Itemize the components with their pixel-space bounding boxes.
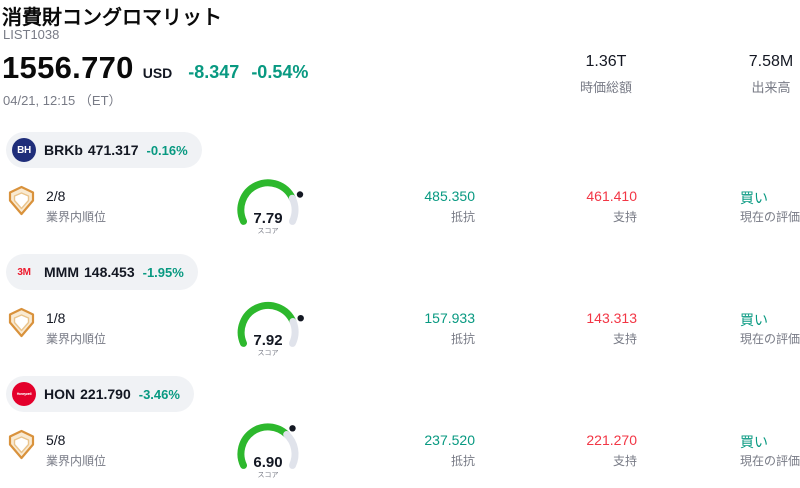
volume-value: 7.58M — [748, 53, 794, 70]
support-value: 143.313 — [586, 310, 637, 326]
rating-label: 現在の評価 — [740, 454, 800, 468]
score-gauge: 7.79 スコア — [222, 176, 314, 243]
industry-rank-label: 業界内順位 — [46, 210, 107, 224]
resistance-value: 157.933 — [424, 310, 475, 326]
stock-row-content: 2/8 業界内順位 7.79 スコア 485.350 抵抗 461.410 支持 … — [0, 176, 800, 244]
resistance-label: 抵抗 — [450, 332, 475, 346]
stock-logo: Honeywell — [12, 382, 36, 406]
stock-row-content: 5/8 業界内順位 6.90 スコア 237.520 抵抗 221.270 支持 … — [0, 420, 800, 488]
ticker-pill[interactable]: 3M MMM 148.453 -1.95% — [6, 254, 198, 290]
current-price: 1556.770 — [2, 50, 134, 85]
industry-rank-value: 5/8 — [46, 432, 66, 448]
rank-shield-icon — [8, 185, 35, 221]
score-gauge: 6.90 スコア — [222, 420, 314, 487]
price-change-percent: -0.54% — [251, 62, 309, 82]
support-value: 461.410 — [586, 188, 637, 204]
resistance-label: 抵抗 — [450, 210, 475, 224]
support-value: 221.270 — [586, 432, 637, 448]
stock-price: 221.790 — [80, 386, 131, 402]
ticker-symbol: BRKb — [44, 142, 83, 158]
support-label: 支持 — [612, 332, 637, 346]
svg-text:6.90: 6.90 — [253, 454, 282, 471]
svg-text:スコア: スコア — [258, 349, 279, 357]
price-change: -8.347 -0.54% — [188, 62, 309, 82]
market-cap-label: 時価総額 — [579, 80, 632, 95]
page-title: 消費財コングロマリット — [2, 7, 222, 29]
rating-value: 買い — [740, 434, 768, 450]
stock-change-percent: -3.46% — [138, 386, 180, 402]
resistance-value: 237.520 — [424, 432, 475, 448]
stock-row[interactable]: BH BRKb 471.317 -0.16% 2/8 業界内順位 7.79 スコア … — [0, 132, 800, 244]
stock-row[interactable]: 3M MMM 148.453 -1.95% 1/8 業界内順位 7.92 スコア 1… — [0, 254, 800, 366]
stock-logo: BH — [12, 138, 36, 162]
industry-rank-value: 2/8 — [46, 188, 66, 204]
rating-value: 買い — [740, 312, 768, 328]
support-label: 支持 — [612, 454, 637, 468]
stock-change-percent: -0.16% — [146, 142, 188, 158]
stock-row-content: 1/8 業界内順位 7.92 スコア 157.933 抵抗 143.313 支持 … — [0, 298, 800, 366]
stock-logo: 3M — [17, 266, 31, 278]
price-row: 1556.770 USD -8.347 -0.54% — [2, 50, 308, 86]
rating-label: 現在の評価 — [740, 210, 800, 224]
ticker-pill[interactable]: BH BRKb 471.317 -0.16% — [6, 132, 202, 168]
stock-price: 471.317 — [87, 142, 139, 158]
ticker-symbol: HON — [44, 386, 76, 402]
stock-price: 148.453 — [84, 264, 135, 280]
resistance-label: 抵抗 — [450, 454, 475, 468]
svg-text:7.92: 7.92 — [253, 332, 282, 349]
stock-change-percent: -1.95% — [142, 264, 184, 280]
rating-label: 現在の評価 — [740, 332, 800, 346]
stock-row[interactable]: Honeywell HON 221.790 -3.46% 5/8 業界内順位 6.… — [0, 376, 800, 488]
svg-text:スコア: スコア — [258, 227, 279, 235]
market-cap-value: 1.36T — [585, 53, 627, 70]
list-id: LIST1038 — [3, 27, 60, 42]
score-gauge: 7.92 スコア — [222, 298, 314, 365]
ticker-symbol: MMM — [44, 264, 79, 280]
industry-rank-label: 業界内順位 — [46, 454, 107, 468]
rating-value: 買い — [740, 190, 768, 206]
quote-datetime: 04/21, 12:15 （ET） — [3, 93, 122, 108]
industry-rank-value: 1/8 — [46, 310, 66, 326]
volume-stat: 7.58M 出来高 — [726, 53, 800, 96]
volume-label: 出来高 — [751, 80, 791, 95]
resistance-value: 485.350 — [424, 188, 475, 204]
market-cap-stat: 1.36T 時価総額 — [558, 53, 654, 96]
ticker-pill[interactable]: Honeywell HON 221.790 -3.46% — [6, 376, 194, 412]
support-label: 支持 — [612, 210, 637, 224]
svg-text:スコア: スコア — [258, 471, 279, 479]
svg-text:7.79: 7.79 — [253, 210, 282, 227]
industry-rank-label: 業界内順位 — [46, 332, 107, 346]
rank-shield-icon — [8, 429, 35, 465]
currency-label: USD — [142, 65, 173, 81]
rank-shield-icon — [8, 307, 35, 343]
